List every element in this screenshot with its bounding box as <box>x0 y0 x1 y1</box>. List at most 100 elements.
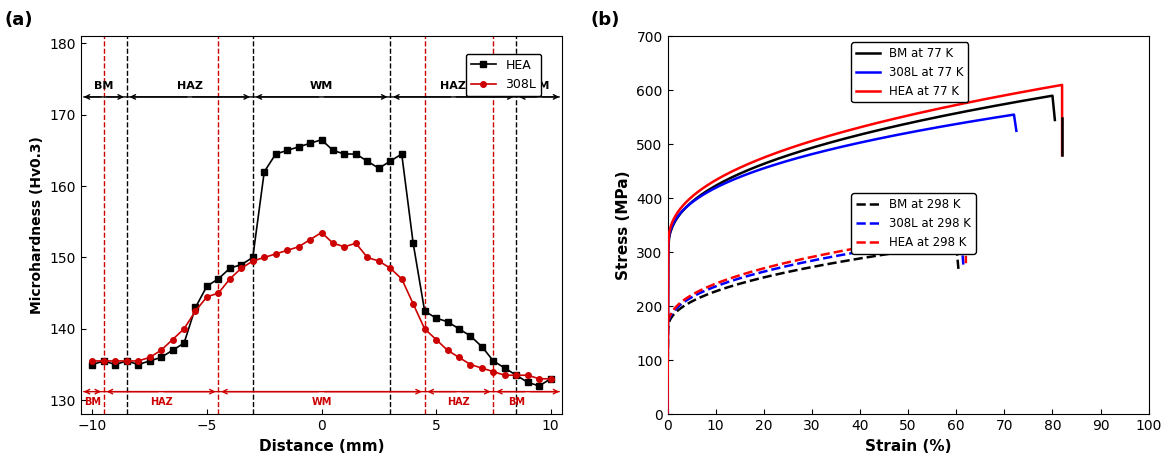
308L <box>326 240 340 246</box>
308L <box>429 337 443 342</box>
HEA <box>452 326 466 332</box>
HEA <box>120 358 134 364</box>
HEA <box>487 358 501 364</box>
HEA <box>211 276 225 282</box>
HEA <box>131 362 145 367</box>
308L <box>154 347 168 353</box>
308L <box>406 301 420 306</box>
308L <box>475 365 489 371</box>
308L <box>131 358 145 364</box>
Y-axis label: Microhardness (Hv0.3): Microhardness (Hv0.3) <box>30 136 45 314</box>
HEA <box>143 358 157 364</box>
308L <box>211 290 225 296</box>
308L <box>269 251 283 257</box>
308L <box>120 358 134 364</box>
X-axis label: Strain (%): Strain (%) <box>865 439 951 454</box>
HEA <box>86 362 100 367</box>
Text: BM: BM <box>84 398 101 407</box>
HEA <box>314 137 328 143</box>
Text: (a): (a) <box>5 11 33 29</box>
308L <box>303 237 317 242</box>
308L <box>509 372 523 378</box>
308L <box>372 258 386 264</box>
HEA <box>303 140 317 146</box>
HEA <box>463 333 477 339</box>
Text: BM: BM <box>508 398 524 407</box>
308L <box>245 258 259 264</box>
308L <box>257 255 271 260</box>
HEA <box>348 151 362 157</box>
HEA <box>223 266 237 271</box>
HEA <box>543 376 557 382</box>
HEA <box>521 379 535 385</box>
HEA <box>326 148 340 153</box>
HEA <box>280 148 294 153</box>
308L <box>441 347 455 353</box>
HEA <box>475 344 489 350</box>
Text: (b): (b) <box>590 11 619 29</box>
HEA <box>177 340 191 346</box>
HEA <box>394 151 408 157</box>
308L <box>452 355 466 360</box>
308L <box>338 244 352 250</box>
HEA <box>292 144 306 150</box>
Text: HAZ: HAZ <box>440 81 467 91</box>
Line: 308L: 308L <box>89 230 554 382</box>
HEA <box>441 319 455 325</box>
HEA <box>418 308 432 314</box>
HEA <box>245 255 259 260</box>
Legend: BM at 298 K, 308L at 298 K, HEA at 298 K: BM at 298 K, 308L at 298 K, HEA at 298 K <box>852 193 976 254</box>
HEA <box>165 347 179 353</box>
Text: WM: WM <box>311 398 332 407</box>
HEA <box>429 315 443 321</box>
308L <box>97 358 111 364</box>
HEA <box>199 283 213 289</box>
Text: WM: WM <box>310 81 333 91</box>
HEA <box>360 159 374 164</box>
HEA <box>257 169 271 175</box>
HEA <box>97 358 111 364</box>
308L <box>348 240 362 246</box>
308L <box>521 372 535 378</box>
HEA <box>108 362 122 367</box>
308L <box>394 276 408 282</box>
HEA <box>372 166 386 171</box>
Text: HAZ: HAZ <box>177 81 203 91</box>
Y-axis label: Stress (MPa): Stress (MPa) <box>616 171 631 280</box>
308L <box>418 326 432 332</box>
HEA <box>406 240 420 246</box>
308L <box>189 308 203 314</box>
308L <box>177 326 191 332</box>
308L <box>108 358 122 364</box>
Text: BM: BM <box>94 81 114 91</box>
308L <box>280 247 294 253</box>
308L <box>533 376 547 382</box>
308L <box>292 244 306 250</box>
308L <box>143 355 157 360</box>
HEA <box>235 262 249 267</box>
HEA <box>509 372 523 378</box>
X-axis label: Distance (mm): Distance (mm) <box>259 439 385 454</box>
HEA <box>497 365 511 371</box>
308L <box>360 255 374 260</box>
HEA <box>533 383 547 389</box>
308L <box>497 372 511 378</box>
Line: HEA: HEA <box>89 137 554 389</box>
HEA <box>338 151 352 157</box>
Text: HAZ: HAZ <box>448 398 470 407</box>
308L <box>199 294 213 299</box>
308L <box>463 362 477 367</box>
308L <box>384 266 398 271</box>
HEA <box>154 355 168 360</box>
Text: BM: BM <box>529 81 549 91</box>
308L <box>235 266 249 271</box>
Legend: HEA, 308L: HEA, 308L <box>466 54 542 96</box>
308L <box>223 276 237 282</box>
Text: HAZ: HAZ <box>150 398 172 407</box>
308L <box>314 230 328 235</box>
308L <box>543 376 557 382</box>
308L <box>165 337 179 342</box>
HEA <box>189 305 203 310</box>
308L <box>86 358 100 364</box>
308L <box>487 369 501 374</box>
